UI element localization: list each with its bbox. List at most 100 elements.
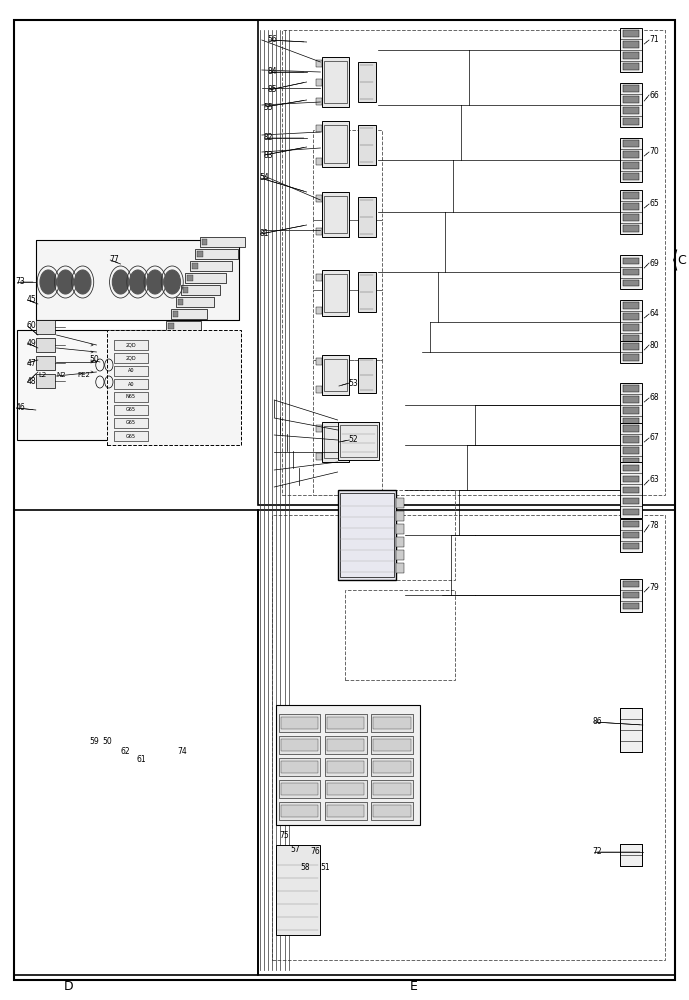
Bar [620, 28, 642, 72]
Bar [624, 214, 639, 221]
Text: 80: 80 [649, 340, 659, 350]
Bar [620, 708, 642, 752]
Bar [158, 347, 164, 353]
Bar [358, 358, 376, 392]
Bar [620, 341, 642, 363]
Text: 85: 85 [267, 86, 277, 95]
Bar [279, 802, 320, 820]
Text: 52: 52 [348, 436, 358, 444]
Bar [624, 225, 639, 232]
Bar [358, 62, 376, 102]
Bar [325, 714, 367, 732]
Bar [396, 524, 404, 534]
Text: 63: 63 [649, 476, 659, 485]
Bar [620, 462, 642, 518]
Bar [396, 563, 404, 573]
Bar [340, 493, 394, 577]
Bar [114, 418, 148, 428]
Circle shape [57, 270, 74, 294]
Bar [327, 783, 364, 795]
Text: C: C [678, 253, 686, 266]
Text: 51: 51 [320, 862, 330, 871]
Bar [316, 79, 322, 86]
Bar [114, 353, 148, 363]
Bar [322, 270, 349, 316]
Bar [620, 383, 642, 427]
Bar [624, 447, 639, 454]
Bar [624, 487, 639, 493]
Text: G65: G65 [126, 434, 136, 438]
Bar [624, 418, 639, 425]
Bar [344, 590, 455, 680]
Text: A0: A0 [127, 381, 134, 386]
Bar [373, 739, 411, 751]
Text: 49: 49 [26, 338, 36, 348]
Bar [322, 57, 349, 107]
Bar [338, 490, 396, 580]
Text: 77: 77 [109, 255, 119, 264]
Bar [358, 272, 376, 312]
Bar [325, 780, 367, 798]
Bar [325, 758, 367, 776]
Text: 2QD: 2QD [125, 342, 136, 348]
Text: 81: 81 [259, 230, 269, 238]
Bar [624, 592, 639, 598]
Bar [258, 510, 675, 975]
Text: 48: 48 [26, 377, 36, 386]
Bar [176, 297, 214, 307]
Text: 70: 70 [649, 147, 659, 156]
Text: 50: 50 [90, 356, 99, 364]
Bar [624, 721, 639, 728]
Bar [276, 705, 420, 825]
Text: E: E [409, 980, 418, 994]
Text: 72: 72 [593, 848, 602, 856]
Text: 56: 56 [267, 35, 277, 44]
Bar [114, 366, 148, 376]
Bar [316, 425, 322, 432]
Bar [36, 356, 55, 370]
Bar [281, 761, 318, 773]
Bar [313, 130, 382, 220]
Bar [114, 379, 148, 389]
Bar [624, 162, 639, 169]
Bar [36, 320, 55, 334]
Text: 83: 83 [263, 150, 273, 159]
Bar [624, 85, 639, 92]
Bar [624, 192, 639, 199]
Circle shape [130, 270, 146, 294]
Bar [624, 710, 639, 717]
Text: D: D [64, 980, 74, 994]
Text: 82: 82 [263, 133, 273, 142]
Bar [181, 285, 220, 295]
Text: 75: 75 [280, 830, 289, 840]
Text: 45: 45 [26, 296, 36, 304]
Bar [624, 425, 639, 432]
Text: 46: 46 [15, 403, 25, 412]
Bar [624, 396, 639, 403]
Bar [279, 758, 320, 776]
Bar [620, 423, 642, 467]
Bar [281, 805, 318, 817]
Bar [624, 385, 639, 392]
Bar [624, 140, 639, 147]
Bar [187, 275, 193, 281]
Bar [168, 323, 174, 329]
Bar [624, 543, 639, 549]
Text: 76: 76 [310, 848, 320, 856]
Bar [316, 306, 322, 314]
Text: 64: 64 [649, 310, 659, 318]
Bar [620, 300, 642, 344]
Bar [316, 98, 322, 105]
Bar [396, 537, 404, 547]
Bar [620, 255, 642, 288]
Bar [624, 96, 639, 103]
Bar [173, 311, 178, 317]
Text: N65: N65 [126, 394, 136, 399]
Text: 86: 86 [593, 718, 602, 726]
Bar [620, 708, 642, 752]
Bar [371, 802, 413, 820]
Bar [14, 510, 258, 975]
Text: 71: 71 [649, 35, 659, 44]
Bar [114, 340, 148, 350]
Text: 53: 53 [348, 378, 358, 387]
